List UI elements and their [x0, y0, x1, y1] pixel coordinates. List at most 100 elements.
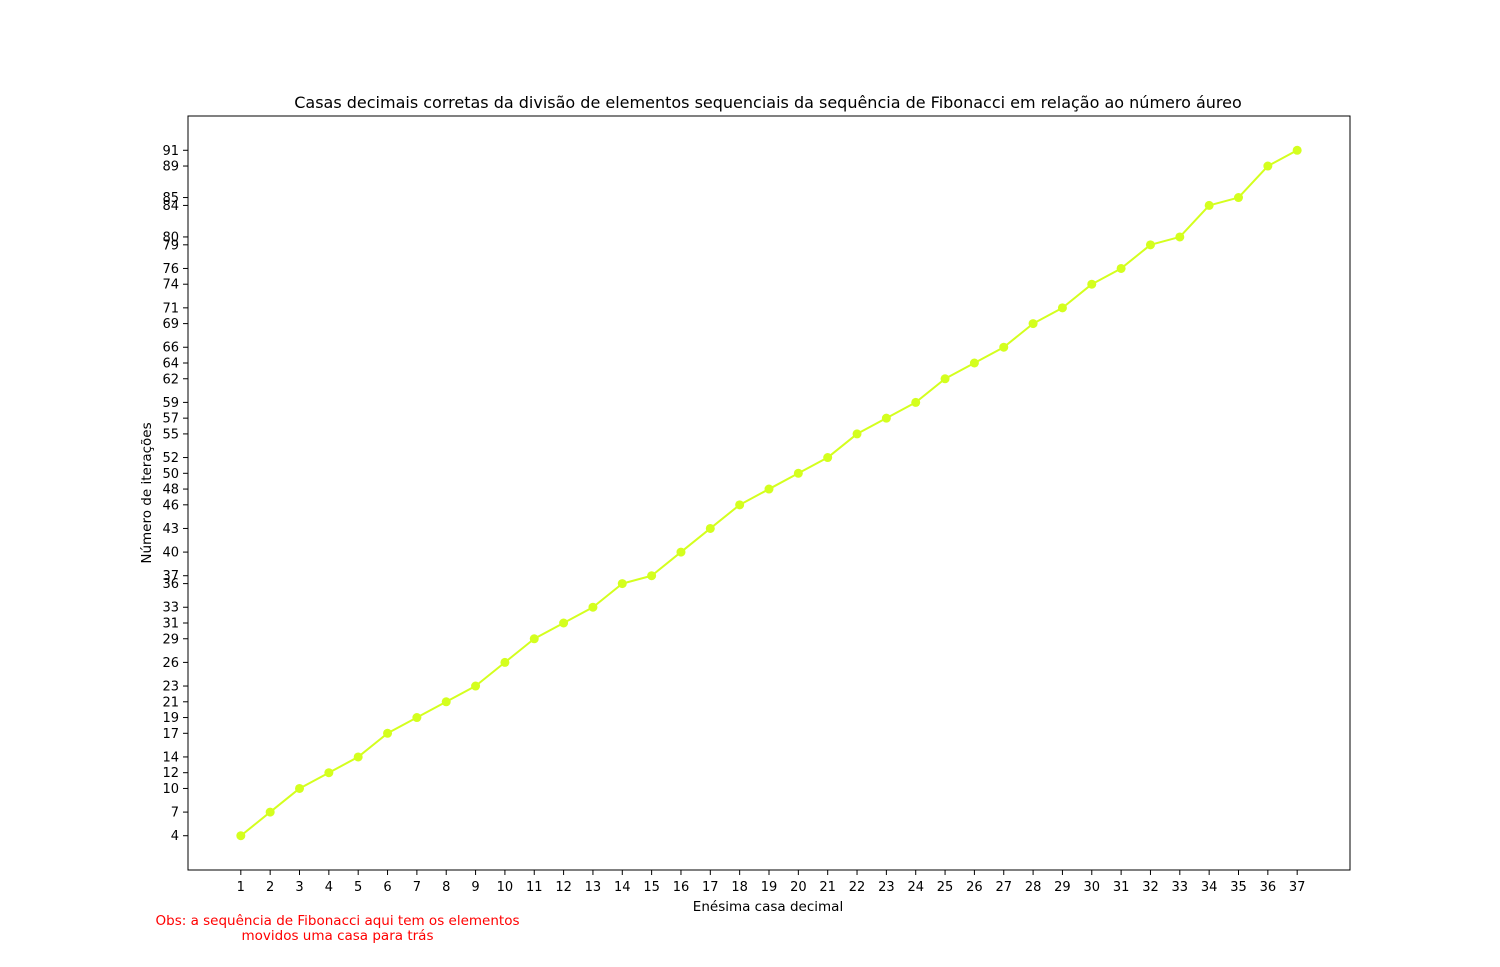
- data-point: [1204, 200, 1214, 210]
- x-tick-label: 33: [1172, 880, 1189, 895]
- y-tick-label: 31: [162, 617, 179, 632]
- x-tick-label: 1: [237, 880, 245, 895]
- y-tick-label: 50: [162, 467, 179, 482]
- x-tick-label: 32: [1142, 880, 1159, 895]
- x-tick-label: 8: [442, 880, 450, 895]
- data-point: [1263, 161, 1273, 171]
- data-point: [1145, 240, 1155, 250]
- x-tick-label: 25: [937, 880, 954, 895]
- x-tick-label: 3: [295, 880, 303, 895]
- y-tick-label: 64: [162, 357, 179, 372]
- data-point: [265, 807, 275, 817]
- y-tick-label: 57: [162, 412, 179, 427]
- y-tick-label: 71: [162, 301, 179, 316]
- y-tick-label: 26: [162, 656, 179, 671]
- x-tick-label: 21: [819, 880, 836, 895]
- x-tick-label: 19: [761, 880, 778, 895]
- y-tick-label: 14: [162, 750, 179, 765]
- x-tick-label: 4: [325, 880, 333, 895]
- y-tick-label: 89: [162, 160, 179, 175]
- data-point: [764, 484, 774, 494]
- data-point: [735, 500, 745, 510]
- y-axis-label: Número de iterações: [139, 422, 155, 563]
- data-point: [617, 579, 627, 589]
- data-point: [911, 397, 921, 407]
- data-point: [793, 468, 803, 478]
- x-tick-label: 35: [1230, 880, 1247, 895]
- x-tick-label: 10: [497, 880, 514, 895]
- y-tick-label: 79: [162, 238, 179, 253]
- x-tick-label: 9: [471, 880, 479, 895]
- data-point: [823, 453, 833, 463]
- x-tick-label: 2: [266, 880, 274, 895]
- x-tick-label: 22: [849, 880, 866, 895]
- x-tick-label: 11: [526, 880, 543, 895]
- data-point: [647, 571, 657, 581]
- x-tick-label: 6: [383, 880, 391, 895]
- y-tick-label: 66: [162, 341, 179, 356]
- y-tick-label: 43: [162, 522, 179, 537]
- x-tick-label: 5: [354, 880, 362, 895]
- x-axis-label: Enésima casa decimal: [693, 899, 843, 915]
- data-point: [471, 681, 481, 691]
- y-tick-label: 4: [171, 829, 179, 844]
- x-tick-label: 12: [555, 880, 572, 895]
- y-tick-label: 69: [162, 317, 179, 332]
- data-point: [236, 831, 246, 841]
- data-point: [324, 768, 334, 778]
- data-point: [353, 752, 363, 762]
- x-tick-label: 30: [1084, 880, 1101, 895]
- data-point: [295, 783, 305, 793]
- data-point: [588, 602, 598, 612]
- footnote: Obs: a sequência de Fibonacci aqui tem o…: [150, 914, 525, 944]
- data-point: [1292, 145, 1302, 155]
- data-point: [940, 374, 950, 384]
- data-point: [969, 358, 979, 368]
- x-tick-label: 13: [585, 880, 602, 895]
- y-tick-label: 23: [162, 680, 179, 695]
- data-point: [1028, 319, 1038, 329]
- y-tick-label: 37: [162, 569, 179, 584]
- data-point: [1087, 279, 1097, 289]
- y-tick-label: 84: [162, 199, 179, 214]
- y-tick-label: 76: [162, 262, 179, 277]
- data-point: [441, 697, 451, 707]
- data-point: [1175, 232, 1185, 242]
- x-axis: 1 2 3 4 5 6 7 8 9 10 11 12 13 14 15 16 17 18 19 20 21 22 23 24 2…: [237, 870, 1306, 895]
- x-tick-label: 16: [673, 880, 690, 895]
- x-tick-label: 29: [1054, 880, 1071, 895]
- x-tick-label: 15: [643, 880, 660, 895]
- x-tick-label: 26: [966, 880, 983, 895]
- data-point: [559, 618, 569, 628]
- x-tick-label: 37: [1289, 880, 1306, 895]
- y-tick-label: 12: [162, 766, 179, 781]
- y-tick-label: 33: [162, 601, 179, 616]
- data-point: [529, 634, 539, 644]
- x-tick-label: 24: [907, 880, 924, 895]
- data-point: [705, 523, 715, 533]
- data-point: [852, 429, 862, 439]
- y-tick-label: 91: [162, 144, 179, 159]
- x-tick-label: 34: [1201, 880, 1218, 895]
- y-tick-label: 21: [162, 695, 179, 710]
- x-tick-label: 23: [878, 880, 895, 895]
- y-tick-label: 48: [162, 483, 179, 498]
- y-tick-label: 36: [162, 577, 179, 592]
- x-tick-label: 31: [1113, 880, 1130, 895]
- y-tick-label: 52: [162, 451, 179, 466]
- x-tick-label: 17: [702, 880, 719, 895]
- footnote-line-1: Obs: a sequência de Fibonacci aqui tem o…: [155, 913, 520, 929]
- x-tick-label: 28: [1025, 880, 1042, 895]
- data-points: [236, 145, 1302, 841]
- data-point: [383, 728, 393, 738]
- y-tick-label: 46: [162, 498, 179, 513]
- x-tick-label: 14: [614, 880, 631, 895]
- x-tick-label: 7: [413, 880, 421, 895]
- x-tick-label: 20: [790, 880, 807, 895]
- y-tick-label: 29: [162, 632, 179, 647]
- y-tick-label: 59: [162, 396, 179, 411]
- data-point: [500, 657, 510, 667]
- footnote-line-2: movidos uma casa para trás: [241, 928, 434, 944]
